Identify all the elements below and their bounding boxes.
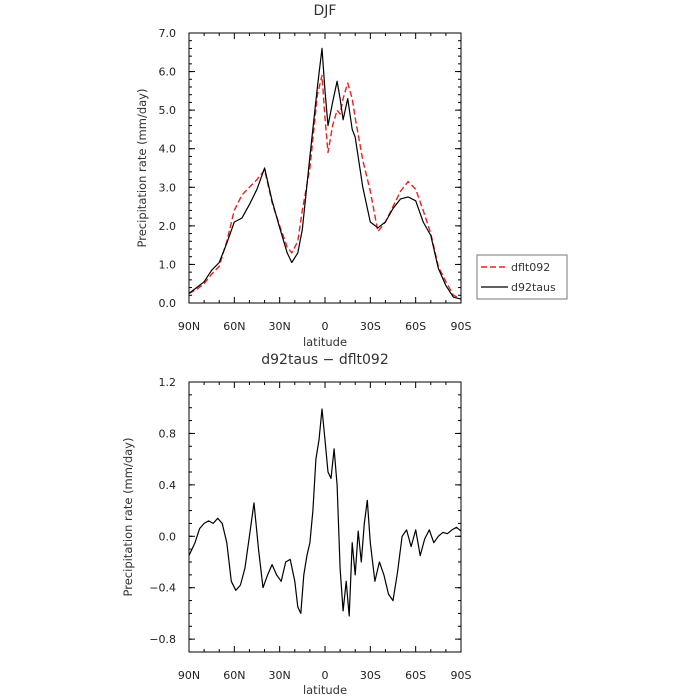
bottom-panel-xlabel: latitude — [303, 683, 347, 697]
top-series-d92taus — [188, 47, 462, 300]
top-xtick-label: 30S — [360, 320, 381, 333]
bottom-ytick-label: 0.4 — [159, 479, 177, 492]
top-xtick-label: 60S — [405, 320, 426, 333]
bottom-ytick-label: 1.2 — [159, 376, 177, 389]
top-ytick-label: 6.0 — [159, 66, 177, 79]
legend-label-d92taus: d92taus — [511, 281, 556, 294]
top-ytick-label: 1.0 — [159, 258, 177, 271]
top-ytick-label: 7.0 — [159, 27, 177, 40]
bottom-panel: d92taus − dflt092 90N 60N 30N 0 30S 60S 90S −0.… — [121, 352, 472, 697]
bottom-xtick-label: 90N — [178, 669, 200, 682]
top-panel-ticks: 90N 60N 30N 0 30S 60S 90S 0.0 1.0 2.0 3.0 4.0 5.0 6.0… — [159, 27, 472, 333]
bottom-xtick-label: 60S — [405, 669, 426, 682]
top-ytick-label: 4.0 — [159, 143, 177, 156]
bottom-xtick-label: 60N — [223, 669, 245, 682]
top-panel-ylabel: Precipitation rate (mm/day) — [135, 89, 149, 248]
bottom-series-d92taus-dflt092 — [188, 408, 462, 617]
bottom-ytick-label: 0.0 — [159, 530, 177, 543]
bottom-plot-frame — [188, 381, 462, 653]
bottom-xtick-label: 0 — [322, 669, 329, 682]
legend: dflt092 d92taus — [476, 254, 568, 300]
bottom-panel-ylabel: Precipitation rate (mm/day) — [121, 438, 135, 597]
top-plot-frame — [188, 32, 462, 304]
top-panel-xlabel: latitude — [303, 335, 347, 349]
bottom-xtick-label: 30S — [360, 669, 381, 682]
bottom-panel-title: d92taus − dflt092 — [261, 352, 388, 368]
top-xtick-label: 30N — [269, 320, 291, 333]
bottom-ytick-label: 0.8 — [159, 427, 177, 440]
top-xtick-label: 60N — [223, 320, 245, 333]
top-ytick-label: 0.0 — [159, 297, 177, 310]
top-series-dflt092 — [188, 74, 462, 300]
top-xtick-label: 0 — [322, 320, 329, 333]
top-panel-series — [188, 47, 462, 300]
top-xtick-label: 90N — [178, 320, 200, 333]
top-panel-title: DJF — [314, 3, 337, 19]
bottom-xtick-label: 90S — [451, 669, 472, 682]
legend-label-dflt092: dflt092 — [511, 261, 550, 274]
bottom-xtick-label: 30N — [269, 669, 291, 682]
bottom-ytick-label: −0.4 — [149, 582, 176, 595]
top-ytick-label: 2.0 — [159, 220, 177, 233]
top-panel: DJF 90N 60N 30N 0 30S 60S 90S 0.0 1.0 2.0 3.0 4.0 5.… — [135, 3, 472, 349]
top-ytick-label: 5.0 — [159, 104, 177, 117]
legend-box — [476, 254, 568, 300]
top-ytick-label: 3.0 — [159, 181, 177, 194]
bottom-panel-series — [188, 408, 462, 617]
bottom-panel-ticks: 90N 60N 30N 0 30S 60S 90S −0.8 −0.4 0.0 0.4 0.8 1.2 — [149, 376, 471, 682]
top-xtick-label: 90S — [451, 320, 472, 333]
bottom-ytick-label: −0.8 — [149, 633, 176, 646]
